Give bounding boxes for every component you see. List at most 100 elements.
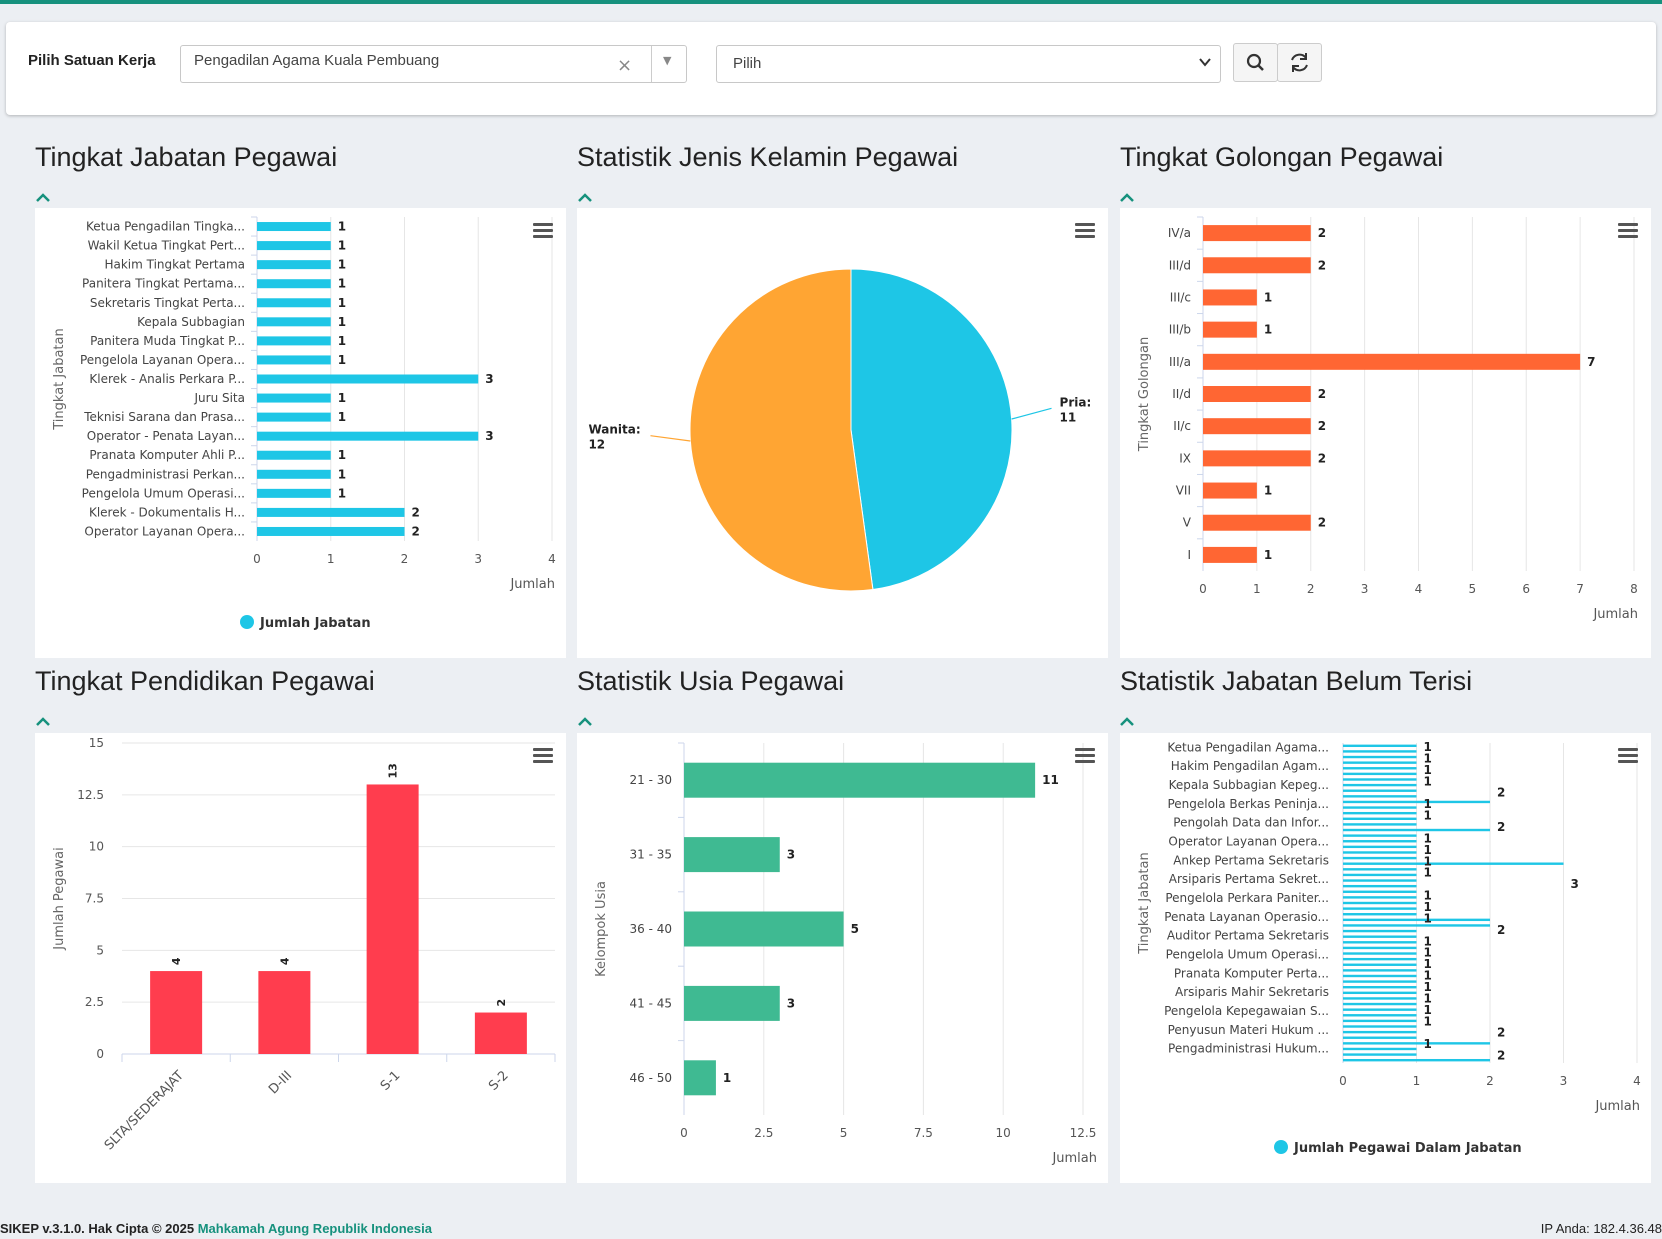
category-label: Pranata Komputer Perta... xyxy=(1174,966,1329,980)
chart-menu-icon-line xyxy=(1618,748,1638,751)
data-label: 1 xyxy=(1424,1037,1432,1051)
caret-down-icon[interactable]: ▼ xyxy=(663,54,672,67)
chart-menu-icon[interactable] xyxy=(533,748,553,763)
panel-title-usia: Statistik Usia Pegawai xyxy=(577,666,845,696)
data-label: 2 xyxy=(1318,451,1326,465)
data-label: 2 xyxy=(1318,387,1326,401)
refresh-button[interactable] xyxy=(1277,43,1322,82)
category-label: Ankep Pertama Sekretaris xyxy=(1173,853,1329,867)
x-tick-label: 8 xyxy=(1630,582,1638,596)
bar xyxy=(1203,514,1311,531)
panel-golongan: 0 1 2 3 4 5 6 7 8 IV/a 2 III/d 2 III/c 1 III/b 1 III/a 7 II… xyxy=(1120,208,1651,658)
chart-gender: Pria:11 Wanita:12 xyxy=(588,223,1095,592)
chart-menu-icon-line xyxy=(1075,223,1095,226)
bar xyxy=(1343,1002,1417,1006)
data-label: 1 xyxy=(1424,946,1432,960)
bar xyxy=(1343,1058,1490,1062)
data-label: 2 xyxy=(1497,1049,1505,1063)
y-axis-title: Jumlah Pegawai xyxy=(52,847,67,951)
chart-menu-icon[interactable] xyxy=(1618,223,1638,238)
category-label: Pengelola Umum Operasi... xyxy=(1166,947,1329,961)
bar xyxy=(1343,941,1417,944)
chart-menu-icon[interactable] xyxy=(1075,223,1095,238)
data-label: 1 xyxy=(1424,1003,1432,1017)
bar xyxy=(1343,918,1490,922)
y-axis-title: Tingkat Jabatan xyxy=(1137,852,1152,954)
bar xyxy=(1343,969,1417,972)
search-button[interactable] xyxy=(1233,43,1278,82)
bar xyxy=(684,1060,716,1096)
category-label: V xyxy=(1183,516,1192,530)
panel-usia: 0 2.5 5 7.5 10 12.5 21 - 30 11 31 - 35 3 36 - 40 5 4… xyxy=(577,733,1108,1183)
bar xyxy=(1343,1036,1417,1039)
chart-menu-icon[interactable] xyxy=(533,223,553,238)
chart-menu-icon-line xyxy=(533,235,553,238)
panel-title-jabatan: Tingkat Jabatan Pegawai xyxy=(35,142,338,172)
x-tick-label: 4 xyxy=(1633,1074,1641,1088)
chart-menu-icon-line xyxy=(1075,760,1095,763)
collapse-caret-icon[interactable] xyxy=(1118,714,1136,728)
data-label: 1 xyxy=(1424,991,1432,1005)
top-accent-bar xyxy=(0,0,1662,4)
category-label: Arsiparis Mahir Sekretaris xyxy=(1175,985,1329,999)
bar xyxy=(257,279,331,289)
category-label: VII xyxy=(1176,484,1191,498)
bar xyxy=(1343,1042,1490,1045)
x-axis-title: Jumlah xyxy=(509,577,555,592)
data-label: 1 xyxy=(1424,831,1432,845)
bar xyxy=(684,837,780,873)
footer-brand-link[interactable]: Mahkamah Agung Republik Indonesia xyxy=(197,1221,432,1236)
collapse-caret-icon[interactable] xyxy=(1118,190,1136,204)
clear-icon[interactable]: × xyxy=(617,55,633,76)
y-tick-label: 0 xyxy=(96,1047,104,1061)
pie-label: Pria: xyxy=(1060,395,1092,409)
data-label: 1 xyxy=(1424,980,1432,994)
chart-usia: 0 2.5 5 7.5 10 12.5 21 - 30 11 31 - 35 3 36 - 40 5 4… xyxy=(594,742,1097,1166)
select-separator xyxy=(651,46,652,82)
bar xyxy=(257,222,331,232)
bar xyxy=(257,336,331,346)
data-label: 2 xyxy=(412,524,420,538)
data-label: 1 xyxy=(1424,740,1432,754)
x-tick-label: 2.5 xyxy=(754,1126,773,1140)
category-label: Pengelola Umum Operasi... xyxy=(82,486,245,500)
collapse-caret-icon[interactable] xyxy=(576,714,594,728)
filter-bar: Pilih Satuan Kerja Pengadilan Agama Kual… xyxy=(6,22,1656,115)
category-label: Panitera Muda Tingkat P... xyxy=(90,334,245,348)
category-label: Arsiparis Pertama Sekret... xyxy=(1169,872,1329,886)
bar xyxy=(1343,974,1417,978)
collapse-caret-icon[interactable] xyxy=(34,190,52,204)
x-tick-label: 0 xyxy=(1339,1074,1347,1088)
chart-menu-icon[interactable] xyxy=(1618,748,1638,763)
category-label: Operator Layanan Opera... xyxy=(84,524,245,538)
collapse-caret-icon[interactable] xyxy=(34,714,52,728)
bar xyxy=(257,469,331,479)
bar xyxy=(1343,986,1417,989)
bar xyxy=(1343,750,1417,753)
data-label: 1 xyxy=(338,391,346,405)
data-label: 2 xyxy=(1318,226,1326,240)
data-label: 3 xyxy=(485,429,493,443)
category-label: Panitera Tingkat Pertama... xyxy=(82,277,245,291)
data-label: 1 xyxy=(1424,957,1432,971)
footer-prefix: SIKEP v.3.1.0. Hak Cipta © 2025 xyxy=(0,1221,195,1236)
data-label: 1 xyxy=(338,258,346,272)
chart-menu-icon-line xyxy=(533,754,553,757)
second-select[interactable]: Pilih xyxy=(716,45,1221,83)
data-label: 11 xyxy=(1042,773,1059,787)
chart-menu-icon[interactable] xyxy=(1075,748,1095,763)
bar xyxy=(1343,884,1417,888)
x-tick-label: 3 xyxy=(1361,582,1369,596)
data-label: 1 xyxy=(338,239,346,253)
category-label: Kepala Subbagian xyxy=(137,315,245,329)
collapse-caret-icon[interactable] xyxy=(576,190,594,204)
category-label: Sekretaris Tingkat Perta... xyxy=(90,296,245,310)
chart-menu-icon-line xyxy=(1618,223,1638,226)
category-label: Wakil Ketua Tingkat Pert... xyxy=(88,239,245,253)
satker-select[interactable]: Pengadilan Agama Kuala Pembuang × ▼ xyxy=(180,45,687,83)
category-label: S-2 xyxy=(486,1068,512,1094)
category-label: S-1 xyxy=(378,1068,404,1094)
bar xyxy=(257,393,331,403)
category-label: Pengadministrasi Perkan... xyxy=(86,467,245,481)
data-label: 1 xyxy=(1424,843,1432,857)
